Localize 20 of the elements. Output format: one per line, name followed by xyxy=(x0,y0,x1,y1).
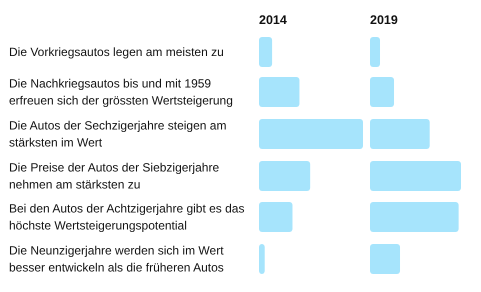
bar xyxy=(259,161,310,191)
bar xyxy=(370,77,394,107)
bar xyxy=(259,77,300,107)
y-tick-label: Die Nachkriegsautos bis und mit 1959 erfreuen sich der grössten Wertsteigerung xyxy=(9,76,233,108)
bar xyxy=(259,37,272,67)
y-tick-label: Die Preise der Autos der Siebzigerjahre nehmen am stärksten zu xyxy=(9,160,220,192)
bar xyxy=(370,161,461,191)
bar xyxy=(370,202,459,232)
chart-title: 2019 xyxy=(370,13,398,27)
bar xyxy=(259,119,363,149)
y-tick-label: Die Neunzigerjahre werden sich im Wert besser entwickeln als die früheren Autos xyxy=(9,244,224,274)
bar xyxy=(370,244,400,274)
bar xyxy=(370,119,430,149)
y-tick-label: Die Autos der Sechzigerjahre steigen am stärksten im Wert xyxy=(9,118,226,150)
y-tick-label: Bei den Autos der Achtzigerjahre gibt es das höchste Wertsteigerungspotential xyxy=(9,202,244,232)
bar xyxy=(370,37,380,67)
chart-title: 2014 xyxy=(259,13,287,27)
bar xyxy=(259,202,292,232)
bar xyxy=(259,244,265,274)
y-tick-label: Die Vorkriegsautos legen am meisten zu xyxy=(9,45,224,59)
